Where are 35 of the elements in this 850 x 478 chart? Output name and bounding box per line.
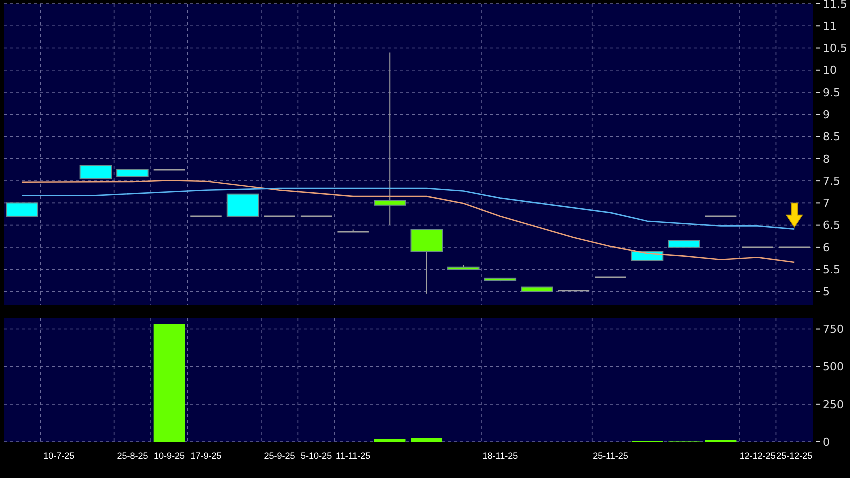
y-tick-label: 8 [823,152,830,166]
y-tick-label: 11.5 [823,0,848,11]
x-tick-label: 25-11-25 [593,451,628,461]
bar [411,438,443,442]
y-tick-label: 6 [823,241,830,254]
y-tick-label: 9 [823,108,830,122]
y-tick-label: 8.5 [823,130,840,144]
x-tick-label: 25-8-25 [117,451,148,461]
y-tick-label: 6.5 [823,219,840,232]
bar [154,324,186,442]
x-tick-label: 10-9-25 [154,451,185,461]
x-tick-label: 5-10-25 [301,451,332,461]
line-series [22,180,796,264]
y-tick-label: 11 [823,20,837,33]
y-tick-label: 5.5 [823,263,840,276]
x-tick-label: 12-12-25 [740,451,776,461]
y-tick-label: 0 [823,436,830,449]
x-tick-label: 25-12-25 [776,451,813,461]
y-tick-label: 5 [823,286,830,299]
y-tick-label: 7 [823,197,830,210]
bar [374,438,406,442]
y-tick-label: 9.5 [823,86,840,100]
y-tick-label: 250 [823,398,844,412]
line-series [22,188,796,230]
x-tick-label: 25-9-25 [264,451,296,461]
y-tick-label: 10.5 [823,42,848,56]
x-tick-label: 11-11-25 [336,451,371,461]
y-tick-label: 7.5 [823,174,840,188]
y-tick-label: 500 [823,360,844,374]
candlestick [374,52,406,226]
x-tick-label: 10-7-25 [44,451,75,461]
y-tick-label: 10 [823,64,837,78]
x-tick-label: 17-9-25 [190,451,222,461]
y-tick-label: 750 [823,323,844,336]
x-tick-label: 18-11-25 [482,451,518,461]
